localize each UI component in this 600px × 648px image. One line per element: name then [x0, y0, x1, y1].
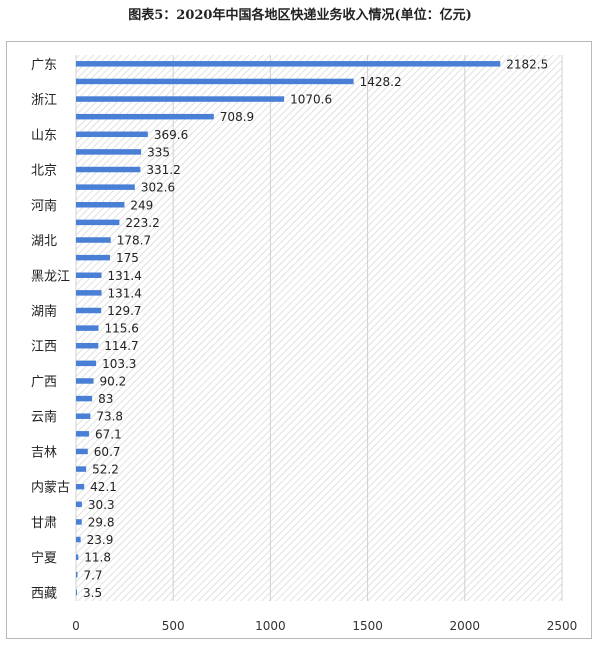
data-label: 369.6: [154, 128, 188, 142]
plot-area-background: [76, 55, 562, 601]
bar: [76, 466, 87, 472]
data-label: 115.6: [104, 322, 138, 336]
category-label: 广西: [31, 375, 57, 390]
data-label: 302.6: [141, 181, 175, 195]
data-label: 249: [130, 198, 153, 212]
data-label: 331.2: [146, 163, 180, 177]
bar: [76, 589, 77, 596]
category-label: 宁夏: [31, 550, 57, 566]
bar: [76, 307, 102, 314]
data-label: 103.3: [102, 357, 136, 371]
bar: [76, 572, 78, 578]
data-label: 1428.2: [360, 75, 402, 89]
category-label: 云南: [31, 409, 57, 425]
bar: [76, 254, 111, 261]
category-label: 黑龙江: [31, 269, 70, 284]
x-tick-label: 2000: [450, 619, 481, 633]
data-label: 1070.6: [290, 93, 332, 107]
data-label: 3.5: [83, 586, 102, 600]
chart-title: 图表5：2020年中国各地区快递业务收入情况(单位：亿元): [128, 8, 472, 23]
bar: [76, 290, 102, 296]
x-tick-label: 0: [72, 619, 80, 633]
bar: [76, 272, 102, 278]
data-label: 90.2: [100, 374, 127, 388]
bar: [76, 131, 148, 138]
category-label: 浙江: [31, 93, 57, 108]
data-label: 708.9: [220, 110, 254, 124]
chart-frame: 广东浙江山东北京河南湖北黑龙江湖南江西广西云南吉林内蒙古甘肃宁夏西藏 2182.…: [6, 41, 592, 639]
data-label: 114.7: [104, 339, 138, 353]
data-label: 73.8: [96, 410, 123, 424]
category-label: 广东: [31, 58, 57, 73]
data-label: 67.1: [95, 427, 122, 441]
data-label: 131.4: [108, 286, 142, 300]
bar: [76, 113, 214, 120]
category-label: 湖北: [31, 234, 57, 249]
bar: [76, 78, 354, 85]
data-label: 60.7: [94, 445, 121, 459]
bar: [76, 342, 99, 349]
category-label: 西藏: [31, 586, 57, 601]
category-label: 北京: [31, 164, 57, 179]
x-tick-label: 2500: [547, 619, 578, 633]
x-tick-label: 1000: [255, 619, 286, 633]
bar: [76, 413, 91, 419]
bar: [76, 431, 90, 437]
data-label: 23.9: [87, 533, 114, 547]
bar: [76, 96, 285, 102]
category-label: 吉林: [31, 445, 57, 460]
data-label: 131.4: [108, 269, 142, 283]
bar: [76, 483, 85, 490]
data-label: 223.2: [125, 216, 159, 230]
bar: [76, 378, 94, 384]
bar: [76, 395, 93, 402]
data-label: 129.7: [107, 304, 141, 318]
bar: [76, 536, 81, 543]
bar: [76, 501, 82, 508]
x-tick-label: 1500: [352, 619, 383, 633]
bar: [76, 237, 111, 243]
bar: [76, 149, 142, 155]
data-label: 11.8: [84, 551, 111, 565]
bar: [76, 184, 135, 190]
data-label: 2182.5: [506, 57, 548, 71]
data-label: 42.1: [90, 480, 117, 494]
bar: [76, 219, 120, 226]
data-label: 178.7: [117, 234, 151, 248]
category-label: 内蒙古: [31, 480, 70, 496]
category-label: 江西: [31, 340, 57, 355]
data-label: 335: [147, 145, 170, 159]
x-tick-label: 500: [162, 619, 185, 633]
bar: [76, 166, 141, 173]
bar: [76, 61, 501, 67]
data-label: 83: [98, 392, 113, 406]
category-label: 河南: [31, 198, 57, 214]
data-label: 30.3: [88, 498, 115, 512]
data-label: 52.2: [92, 463, 119, 477]
category-label: 甘肃: [31, 516, 57, 531]
bar: [76, 554, 79, 560]
bar: [76, 202, 125, 208]
category-label: 湖南: [31, 303, 57, 319]
bar: [76, 360, 97, 367]
bar: [76, 448, 88, 455]
data-label: 29.8: [88, 515, 115, 529]
data-label: 7.7: [83, 568, 102, 582]
category-label: 山东: [31, 128, 57, 143]
data-label: 175: [116, 251, 139, 265]
bar: [76, 325, 99, 331]
bar: [76, 519, 82, 525]
